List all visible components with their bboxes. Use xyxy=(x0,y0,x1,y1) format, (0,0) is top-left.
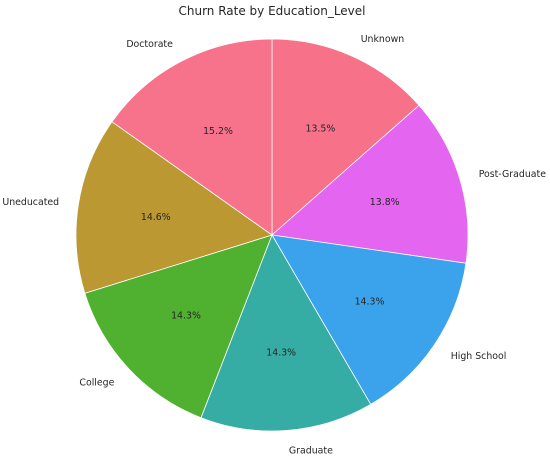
pie-slice-uneducated xyxy=(75,121,273,294)
pie-pct-label: 14.3% xyxy=(266,348,296,359)
chart-title: Churn Rate by Education_Level xyxy=(178,4,365,18)
pie-category-label: High School xyxy=(451,351,507,362)
pie-category-label: Uneducated xyxy=(2,197,59,208)
pie-slice-post-graduate xyxy=(271,104,469,264)
pie-category-label: Post-Graduate xyxy=(479,169,547,180)
pie-slice-high-school xyxy=(271,234,467,405)
pie-slice-graduate xyxy=(200,234,372,432)
pie-pct-label: 13.8% xyxy=(370,197,400,208)
pie-pct-label: 14.6% xyxy=(141,212,171,223)
pie-slice-doctorate xyxy=(111,38,273,236)
pie-pct-label: 14.3% xyxy=(171,311,201,322)
pie-slice-unknown xyxy=(271,38,420,236)
pie-slices xyxy=(75,38,469,432)
pie-category-label: Doctorate xyxy=(126,39,173,50)
pie-labels: 13.5% Unknown 13.8% Post-Graduate 14.3% High … xyxy=(2,34,546,456)
pie-category-label: College xyxy=(79,378,114,389)
pie-pct-label: 13.5% xyxy=(306,123,336,134)
pie-category-label: Graduate xyxy=(289,445,333,456)
pie-category-label: Unknown xyxy=(361,34,405,45)
pie-slice-college xyxy=(84,234,273,419)
pie-pct-label: 15.2% xyxy=(203,126,233,137)
pie-pct-label: 14.3% xyxy=(355,296,385,307)
